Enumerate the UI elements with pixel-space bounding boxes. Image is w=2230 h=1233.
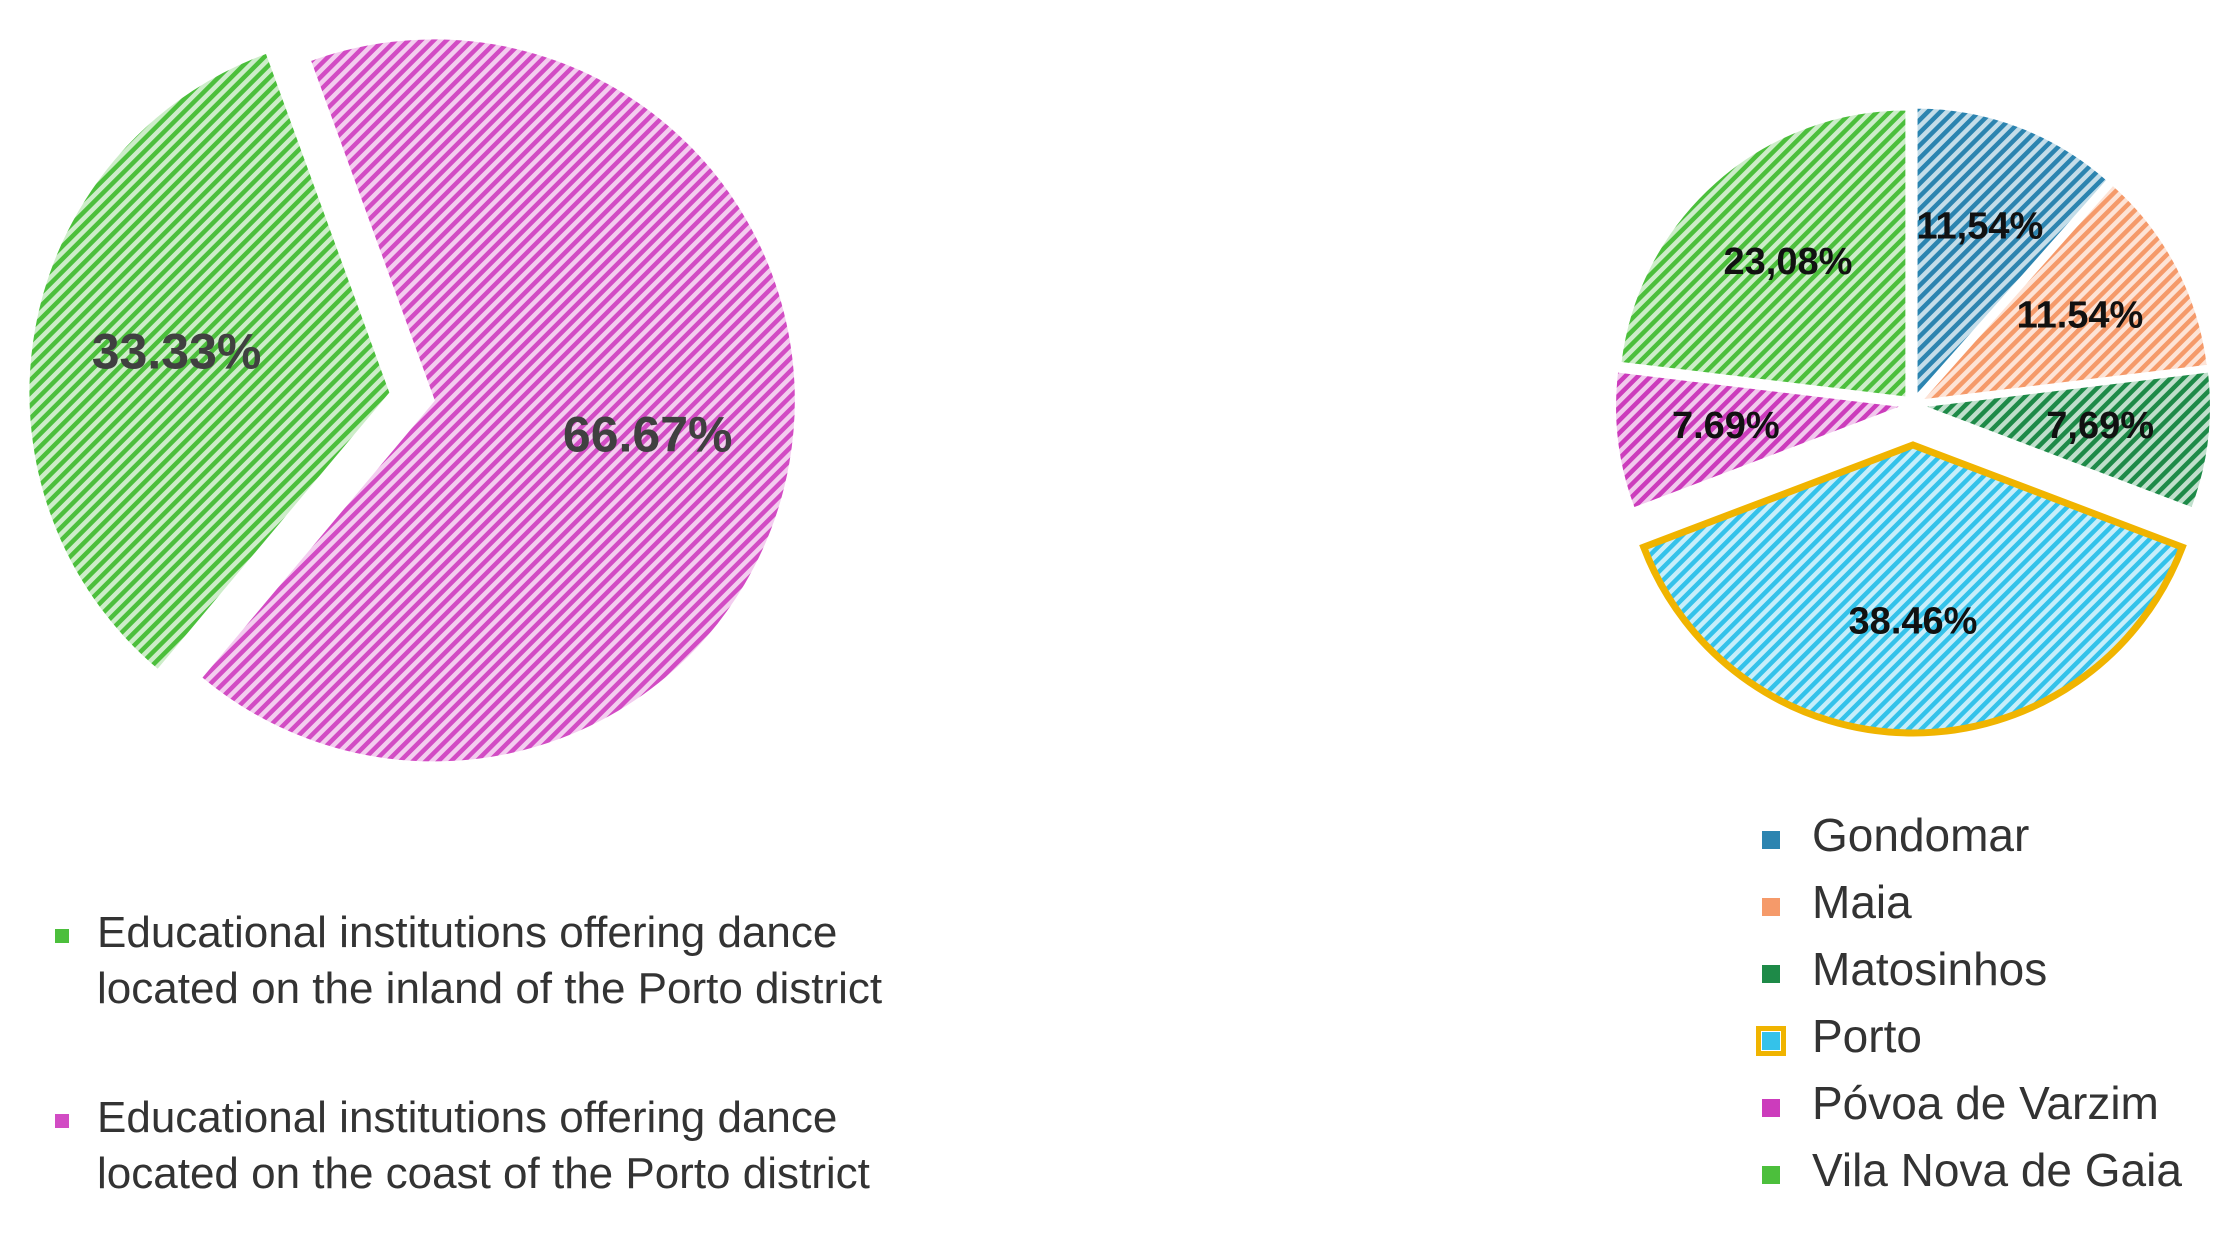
legend-item: Porto (1756, 1007, 2222, 1065)
legend-label: Porto (1812, 1010, 1922, 1062)
data-label: 11,54% (1916, 206, 2043, 248)
data-label: 7,69% (2046, 405, 2154, 447)
data-label: 7.69% (1672, 405, 1780, 447)
legend-swatch (55, 929, 69, 944)
data-label: 11.54% (2017, 294, 2144, 336)
pie-slice (1619, 108, 1908, 399)
legend-swatch (55, 1114, 69, 1129)
legend-label: Vila Nova de Gaia (1812, 1144, 2182, 1196)
pie-slice (1919, 183, 2209, 402)
data-label: 66.67% (563, 406, 733, 462)
legend-item: Gondomar (1762, 806, 2222, 864)
legend-item: Maia (1762, 873, 2222, 931)
legend-label: Maia (1812, 876, 1912, 928)
data-label: 33.33% (92, 323, 262, 379)
legend-swatch (1762, 965, 1780, 984)
legend-label: Matosinhos (1812, 943, 2048, 995)
legend-swatch (1762, 1166, 1780, 1185)
pie-slice (1614, 370, 1904, 510)
legend-item: Educational institutions offering dance … (55, 905, 955, 1017)
legend-label: Educational institutions offering dance … (97, 908, 883, 1013)
legend-swatch (1762, 898, 1780, 917)
pie-slice (1922, 370, 2212, 510)
data-label: 23,08% (1724, 241, 1853, 283)
data-label: 38.46% (1849, 601, 1978, 643)
legend-item: Matosinhos (1762, 940, 2222, 998)
legend-swatch (1762, 831, 1780, 850)
pie-slice (1915, 106, 2109, 399)
legend-item: Educational institutions offering dance … (55, 1090, 955, 1202)
legend-label: Póvoa de Varzim (1812, 1077, 2159, 1129)
pie-slice (27, 51, 392, 672)
legend-item: Póvoa de Varzim (1762, 1074, 2222, 1132)
legend-label: Gondomar (1812, 809, 2030, 861)
pie-slice (1639, 441, 2187, 737)
legend-label: Educational institutions offering dance … (97, 1093, 870, 1198)
legend-swatch (1762, 1099, 1780, 1118)
legend-item: Vila Nova de Gaia (1762, 1141, 2222, 1199)
legend-swatch (1756, 1026, 1786, 1057)
pie-slice (199, 37, 797, 764)
